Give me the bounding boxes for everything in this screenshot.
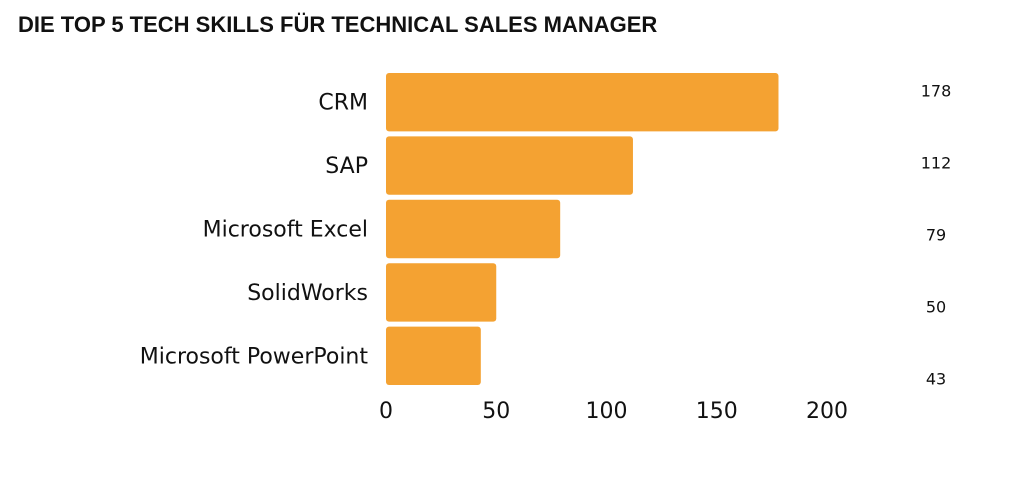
bar (386, 326, 481, 385)
y-tick-label: SolidWorks (247, 281, 368, 306)
x-tick-label: 100 (586, 399, 628, 424)
bar (386, 263, 497, 322)
value-label: 178 (921, 82, 952, 101)
x-tick-label: 0 (379, 399, 393, 424)
value-label: 79 (926, 226, 946, 245)
value-label: 43 (926, 370, 946, 389)
x-tick-label: 150 (696, 399, 738, 424)
x-tick-label: 200 (806, 399, 848, 424)
bar (386, 199, 561, 259)
bar (386, 136, 633, 195)
y-tick-label: CRM (318, 91, 368, 116)
value-label: 50 (926, 298, 946, 317)
y-tick-label: SAP (325, 154, 368, 179)
value-label: 112 (921, 154, 952, 173)
chart-title: DIE TOP 5 TECH SKILLS FÜR TECHNICAL SALE… (18, 12, 657, 37)
y-tick-label: Microsoft PowerPoint (140, 344, 369, 369)
y-tick-label: Microsoft Excel (203, 218, 368, 243)
bar (386, 73, 779, 132)
x-tick-label: 50 (482, 399, 510, 424)
